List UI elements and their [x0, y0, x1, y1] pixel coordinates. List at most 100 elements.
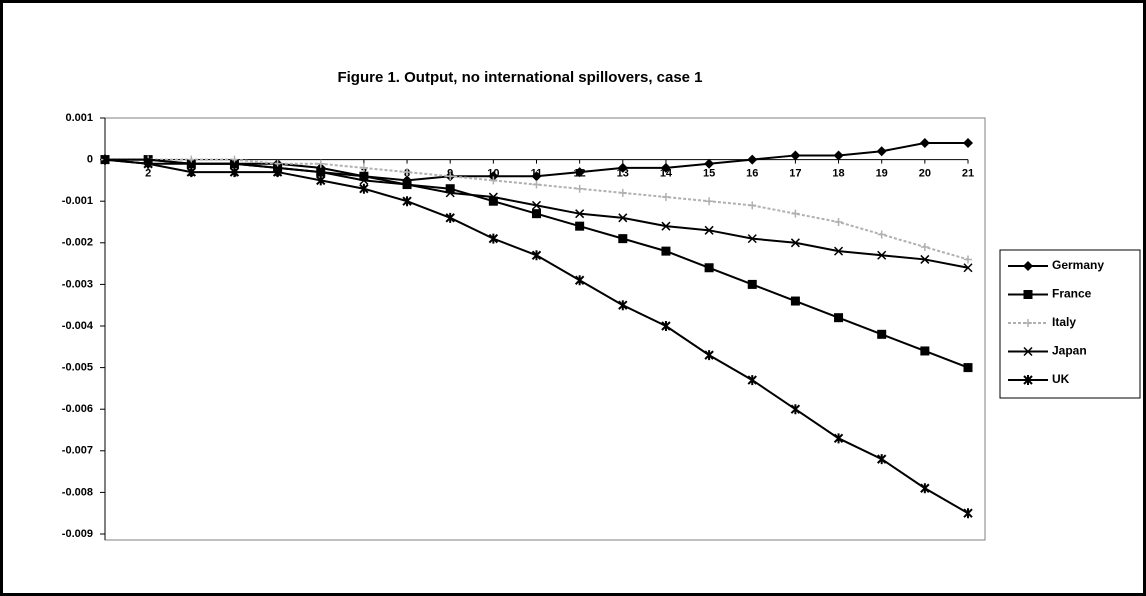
point: [402, 196, 412, 207]
point: [920, 346, 930, 356]
point: [790, 150, 801, 161]
point: [272, 167, 283, 178]
legend-marker: [1024, 319, 1032, 327]
x-tick-label: 20: [919, 168, 931, 180]
point: [833, 433, 844, 444]
point: [445, 188, 455, 198]
point: [748, 201, 757, 210]
point: [531, 250, 542, 261]
legend-label: Germany: [1052, 258, 1104, 272]
point: [747, 154, 758, 165]
point: [489, 176, 498, 185]
x-tick-label: 21: [962, 168, 974, 180]
point: [445, 184, 455, 194]
point: [316, 175, 326, 186]
point: [617, 162, 628, 173]
chart-title: Figure 1. Output, no international spill…: [337, 69, 702, 86]
point: [618, 213, 628, 223]
x-tick-label: 19: [876, 168, 888, 180]
point: [446, 172, 455, 181]
point: [834, 313, 844, 323]
point: [618, 234, 628, 244]
point: [359, 175, 369, 185]
point: [359, 171, 369, 181]
x-tick-label: 2: [145, 168, 151, 180]
point: [532, 209, 541, 219]
point: [273, 159, 282, 168]
x-tick-label: 15: [703, 168, 715, 180]
point: [661, 246, 671, 256]
point: [186, 159, 196, 169]
point: [964, 255, 972, 264]
point: [187, 155, 196, 164]
point: [488, 196, 498, 206]
point: [876, 146, 887, 157]
point: [834, 218, 843, 226]
point: [790, 238, 800, 248]
point: [704, 350, 714, 361]
point: [488, 171, 499, 182]
point: [230, 155, 239, 164]
y-tick-label: -0.001: [62, 195, 93, 207]
point: [834, 246, 844, 256]
point: [229, 159, 239, 169]
series-line: [105, 158, 969, 369]
point: [575, 209, 585, 219]
point: [704, 225, 714, 235]
y-tick-label: -0.005: [62, 362, 93, 374]
point: [919, 137, 930, 148]
point: [704, 158, 715, 169]
point: [100, 154, 110, 165]
point: [575, 184, 584, 193]
point: [833, 150, 844, 161]
point: [661, 193, 670, 202]
point: [877, 230, 886, 239]
point: [618, 300, 628, 311]
y-tick-label: -0.006: [62, 403, 93, 415]
y-tick-label: 0: [87, 154, 93, 166]
point: [876, 454, 887, 465]
legend-marker: [1023, 261, 1033, 271]
point: [532, 180, 541, 189]
point: [316, 159, 325, 168]
point: [574, 275, 585, 286]
point: [359, 163, 368, 172]
point: [877, 250, 887, 260]
legend-label: UK: [1052, 372, 1070, 386]
legend-marker: [1023, 346, 1033, 357]
point: [963, 508, 973, 519]
point: [747, 234, 757, 244]
point: [531, 171, 542, 182]
y-tick-label: -0.004: [62, 320, 94, 332]
point: [661, 221, 671, 231]
point: [920, 483, 930, 494]
point: [316, 167, 326, 177]
point: [403, 168, 412, 177]
point: [143, 158, 153, 169]
point: [574, 167, 585, 178]
y-tick-label: -0.007: [62, 445, 93, 457]
point: [531, 200, 542, 210]
point: [963, 263, 973, 273]
plot-area: [104, 117, 986, 541]
point: [747, 279, 757, 289]
point: [660, 162, 671, 173]
x-tick-label: 14: [660, 168, 673, 180]
y-tick-label: -0.002: [62, 237, 93, 249]
point: [963, 137, 973, 148]
point: [877, 329, 887, 339]
point: [618, 188, 627, 197]
point: [790, 296, 800, 306]
x-tick-label: 16: [746, 168, 758, 180]
x-tick-label: 17: [789, 168, 801, 180]
y-tick-label: -0.008: [62, 486, 93, 498]
point: [359, 183, 369, 194]
point: [445, 212, 455, 223]
legend-label: France: [1052, 287, 1092, 301]
point: [791, 209, 800, 218]
point: [402, 180, 412, 190]
point: [661, 321, 671, 331]
y-tick-label: -0.009: [62, 528, 93, 540]
